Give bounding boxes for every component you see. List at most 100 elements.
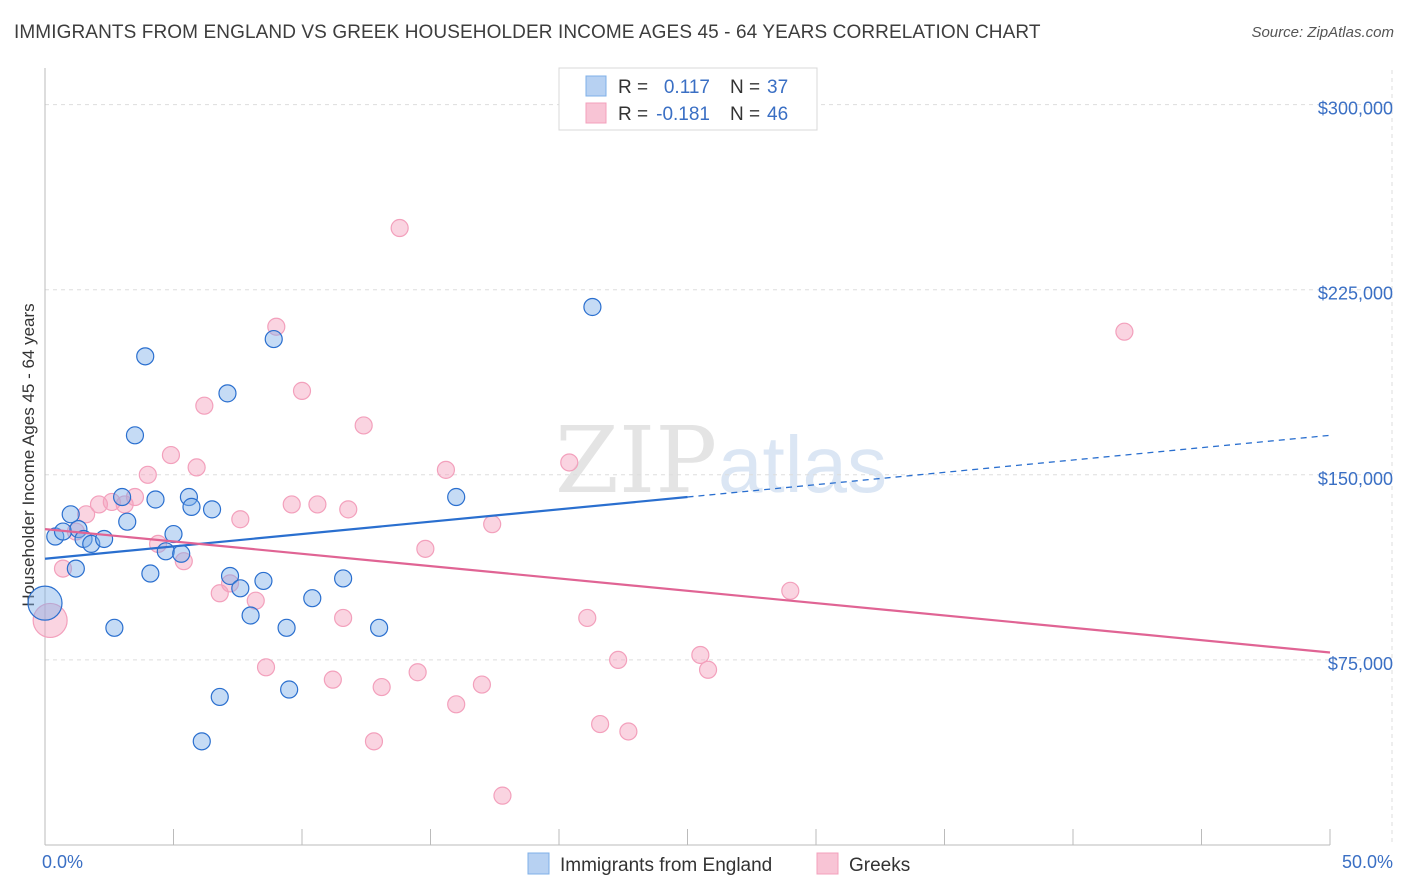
legend-r-label-england: R = [618,77,648,98]
greeks-point-8 [138,465,157,484]
greeks-point-36 [493,786,512,805]
bottom-legend-swatch-england [527,852,550,875]
x-tick-label-max: 50.0% [1342,852,1393,872]
greeks-point-29 [390,218,409,238]
watermark-zip: ZIP [555,407,717,514]
bottom-legend-swatch-greeks [816,852,839,875]
y-tick-label-1: $150,000 [1318,469,1393,489]
trend-line-england [44,495,688,560]
england-point-18 [172,544,191,563]
england-point-13 [136,347,155,366]
greeks-point-6 [115,495,134,514]
greeks-point-1 [53,559,73,578]
series-england-points [27,297,602,751]
bottom-legend-label-england: Immigrants from England [560,855,772,876]
greeks-point-38 [578,608,597,628]
greeks-point-44 [781,581,800,600]
england-point-10 [112,487,132,507]
england-point-25 [220,566,240,586]
greeks-point-11 [174,552,193,571]
greeks-point-27 [364,732,384,751]
england-point-15 [146,490,165,509]
y-axis-label: Householder Income Ages 45 - 64 years [19,303,38,606]
greeks-point-20 [282,495,301,514]
legend-r-value-greeks: -0.181 [656,104,710,125]
y-tick-label-2: $225,000 [1318,284,1393,304]
england-point-36 [583,297,602,317]
england-point-35 [447,487,466,507]
y-tick-label-3: $300,000 [1318,99,1393,119]
greeks-point-22 [308,495,327,514]
greeks-point-3 [77,505,96,524]
legend-box: R = 0.117 N = 37 R = -0.181 N = 46 [558,67,818,131]
england-point-9 [105,618,124,637]
england-point-26 [231,579,250,598]
watermark: ZIP atlas [555,407,887,514]
greeks-point-40 [609,650,628,670]
greeks-point-45 [1115,322,1134,341]
greeks-point-10 [161,445,181,465]
greeks-point-13 [195,396,214,415]
bottom-legend-label-greeks: Greeks [849,855,910,876]
legend-n-value-greeks: 46 [767,104,788,125]
greeks-point-0 [32,602,68,639]
greeks-point-33 [447,695,466,714]
legend-n-label-england: N = [730,77,760,98]
greeks-point-26 [354,416,373,435]
england-point-27 [241,606,260,625]
england-point-20 [182,497,201,516]
greeks-point-42 [691,645,710,665]
england-point-23 [210,687,229,707]
axes [44,68,1331,846]
grid-lines [45,70,1393,845]
england-point-0 [27,585,63,621]
greeks-point-34 [472,675,491,694]
greeks-point-25 [339,500,358,519]
legend-n-label-greeks: N = [730,104,760,125]
england-point-21 [192,732,211,751]
greeks-point-12 [187,458,206,477]
england-point-24 [218,384,237,403]
series-greeks-points [32,218,1134,805]
legend-swatch-greeks [585,102,607,124]
bottom-legend: Immigrants from England Greeks [527,852,910,876]
england-point-12 [125,426,145,445]
greeks-point-32 [436,460,456,479]
source-credit: Source: ZipAtlas.com [1251,24,1394,41]
greeks-point-31 [416,539,435,558]
trend-line-greeks [44,528,1331,654]
greeks-point-39 [591,714,610,734]
greeks-point-24 [334,608,353,628]
england-point-8 [95,529,114,549]
greeks-point-43 [698,660,718,679]
greeks-point-18 [256,658,276,677]
chart-title: IMMIGRANTS FROM ENGLAND VS GREEK HOUSEHO… [14,22,1041,43]
england-point-34 [370,618,389,637]
england-point-14 [141,564,160,583]
greeks-point-35 [483,515,502,534]
england-point-22 [202,500,222,519]
england-point-3 [61,505,80,524]
greeks-point-16 [231,510,250,529]
england-point-31 [280,680,299,699]
greeks-point-7 [125,487,145,507]
england-point-30 [277,618,296,637]
legend-r-label-greeks: R = [618,104,648,125]
greeks-point-23 [323,670,342,689]
greeks-point-41 [619,722,638,741]
greeks-point-21 [292,381,312,400]
england-point-11 [118,512,137,531]
greeks-point-15 [220,574,240,593]
legend-swatch-england [585,75,607,97]
england-point-16 [156,542,175,561]
england-point-32 [303,589,322,608]
x-tick-label-min: 0.0% [42,852,83,872]
england-point-29 [264,329,283,349]
england-point-33 [334,569,353,588]
watermark-atlas: atlas [718,420,887,509]
greeks-point-30 [408,663,427,682]
greeks-point-28 [372,677,391,697]
legend-n-value-england: 37 [767,77,788,98]
y-tick-label-0: $75,000 [1328,654,1393,674]
